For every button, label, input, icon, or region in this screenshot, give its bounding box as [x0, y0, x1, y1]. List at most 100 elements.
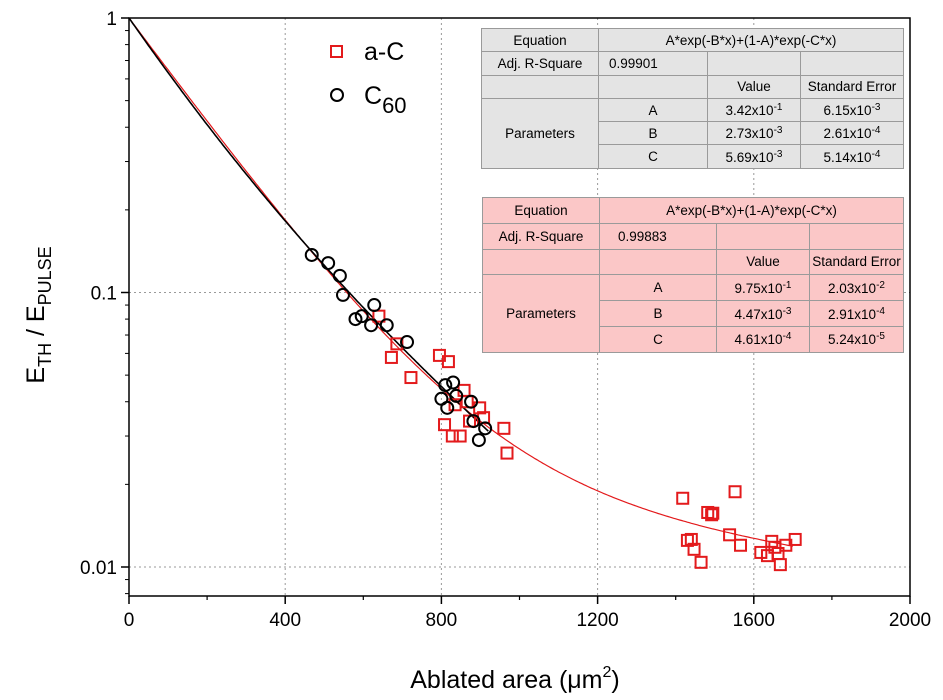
data-point-a-c — [728, 485, 742, 499]
fit-table-a-c: Equation A*exp(-B*x)+(1-A)*exp(-C*x) Adj… — [482, 197, 904, 353]
data-point-a-c — [687, 542, 701, 556]
data-point-a-c — [448, 398, 462, 412]
data-point-c60 — [332, 268, 347, 283]
table-cell: 0.99883 — [599, 222, 717, 250]
data-point-c60 — [478, 421, 493, 436]
axes: 0 400 800 1200 1600 2000 1 0.1 0.01 — [80, 9, 931, 631]
param-name: B — [598, 121, 708, 146]
table-cell — [716, 222, 810, 250]
data-point-c60 — [449, 388, 464, 403]
data-point-a-c — [676, 491, 690, 505]
table-header-value: Value — [707, 74, 801, 99]
table-cell: A*exp(-B*x)+(1-A)*exp(-C*x) — [598, 27, 904, 53]
data-point-c60 — [304, 247, 319, 262]
data-point-a-c — [438, 418, 452, 432]
data-point-a-c — [773, 558, 787, 572]
param-name: A — [599, 274, 717, 302]
y-tick-label: 0.1 — [91, 284, 117, 305]
param-value: 4.61x10-4 — [716, 325, 810, 353]
fit-curve-c60 — [128, 17, 489, 432]
data-points — [304, 247, 802, 572]
data-point-a-c — [788, 532, 802, 546]
data-point-c60 — [446, 375, 461, 390]
param-value: 3.42x10-1 — [707, 97, 801, 123]
data-point-c60 — [364, 318, 379, 333]
data-point-c60 — [400, 335, 415, 350]
param-name: C — [598, 144, 708, 169]
param-name: B — [599, 300, 717, 327]
x-tick-label: 1600 — [733, 610, 775, 631]
param-error: 2.61x10-4 — [800, 121, 904, 146]
param-name: A — [598, 97, 708, 123]
data-point-a-c — [384, 350, 398, 364]
table-header-error: Standard Error — [800, 74, 904, 99]
data-point-c60 — [440, 400, 455, 415]
legend-label-a-c: a-C — [364, 38, 404, 66]
data-point-a-c — [390, 337, 404, 351]
data-point-a-c — [500, 446, 514, 460]
data-point-a-c — [754, 545, 768, 559]
x-tick-label: 400 — [269, 610, 301, 631]
table-header-value: Value — [716, 248, 810, 276]
table-cell: Equation — [482, 197, 600, 224]
data-point-c60 — [354, 309, 369, 324]
table-cell — [800, 51, 904, 76]
table-cell: Adj. R-Square — [481, 51, 599, 76]
data-point-a-c — [705, 508, 719, 522]
data-point-a-c — [694, 555, 708, 569]
data-point-a-c — [706, 506, 720, 520]
data-point-a-c — [497, 421, 511, 435]
legend-label-c60: C60 — [364, 82, 407, 118]
data-point-a-c — [684, 532, 698, 546]
data-point-a-c — [441, 355, 455, 369]
table-cell — [809, 222, 904, 250]
table-cell — [599, 248, 717, 276]
param-error: 6.15x10-3 — [800, 97, 904, 123]
table-cell — [598, 74, 708, 99]
param-error: 2.03x10-2 — [809, 274, 904, 302]
data-point-c60 — [379, 318, 394, 333]
legend: a-C C60 — [330, 38, 407, 118]
data-point-a-c — [453, 429, 467, 443]
param-name: C — [599, 325, 717, 353]
table-cell: 0.99901 — [598, 51, 708, 76]
legend-marker-a-c — [330, 45, 343, 58]
x-tick-label: 1200 — [576, 610, 618, 631]
data-point-c60 — [471, 433, 486, 448]
param-error: 5.24x10-5 — [809, 325, 904, 353]
data-point-c60 — [367, 298, 382, 313]
table-header-error: Standard Error — [809, 248, 904, 276]
table-cell: Parameters — [482, 274, 600, 353]
data-point-c60 — [466, 414, 481, 429]
param-error: 2.91x10-4 — [809, 300, 904, 327]
param-value: 5.69x10-3 — [707, 144, 801, 169]
data-point-a-c — [734, 538, 748, 552]
table-cell: Parameters — [481, 97, 599, 169]
x-tick-label: 0 — [124, 610, 135, 631]
data-point-a-c — [723, 528, 737, 542]
table-cell: Adj. R-Square — [482, 222, 600, 250]
data-point-c60 — [335, 287, 350, 302]
table-cell: Equation — [481, 27, 599, 53]
y-tick-label: 1 — [106, 9, 117, 30]
fit-table-c60: Equation A*exp(-B*x)+(1-A)*exp(-C*x) Adj… — [481, 27, 904, 169]
param-value: 9.75x10-1 — [716, 274, 810, 302]
legend-marker-c60 — [330, 88, 344, 102]
table-cell — [482, 248, 600, 276]
data-point-a-c — [445, 429, 459, 443]
y-axis-title: ETH / EPULSE — [22, 246, 55, 383]
param-error: 5.14x10-4 — [800, 144, 904, 169]
data-point-c60 — [464, 394, 479, 409]
table-cell: A*exp(-B*x)+(1-A)*exp(-C*x) — [599, 197, 904, 224]
x-axis-title: Ablated area (μm2) — [410, 664, 620, 694]
x-tick-label: 2000 — [889, 610, 931, 631]
x-tick-label: 800 — [426, 610, 458, 631]
y-tick-label: 0.01 — [80, 558, 117, 579]
data-point-a-c — [404, 371, 418, 385]
data-point-c60 — [321, 256, 336, 271]
data-point-a-c — [372, 309, 386, 323]
param-value: 4.47x10-3 — [716, 300, 810, 327]
param-value: 2.73x10-3 — [707, 121, 801, 146]
data-point-c60 — [438, 378, 453, 393]
